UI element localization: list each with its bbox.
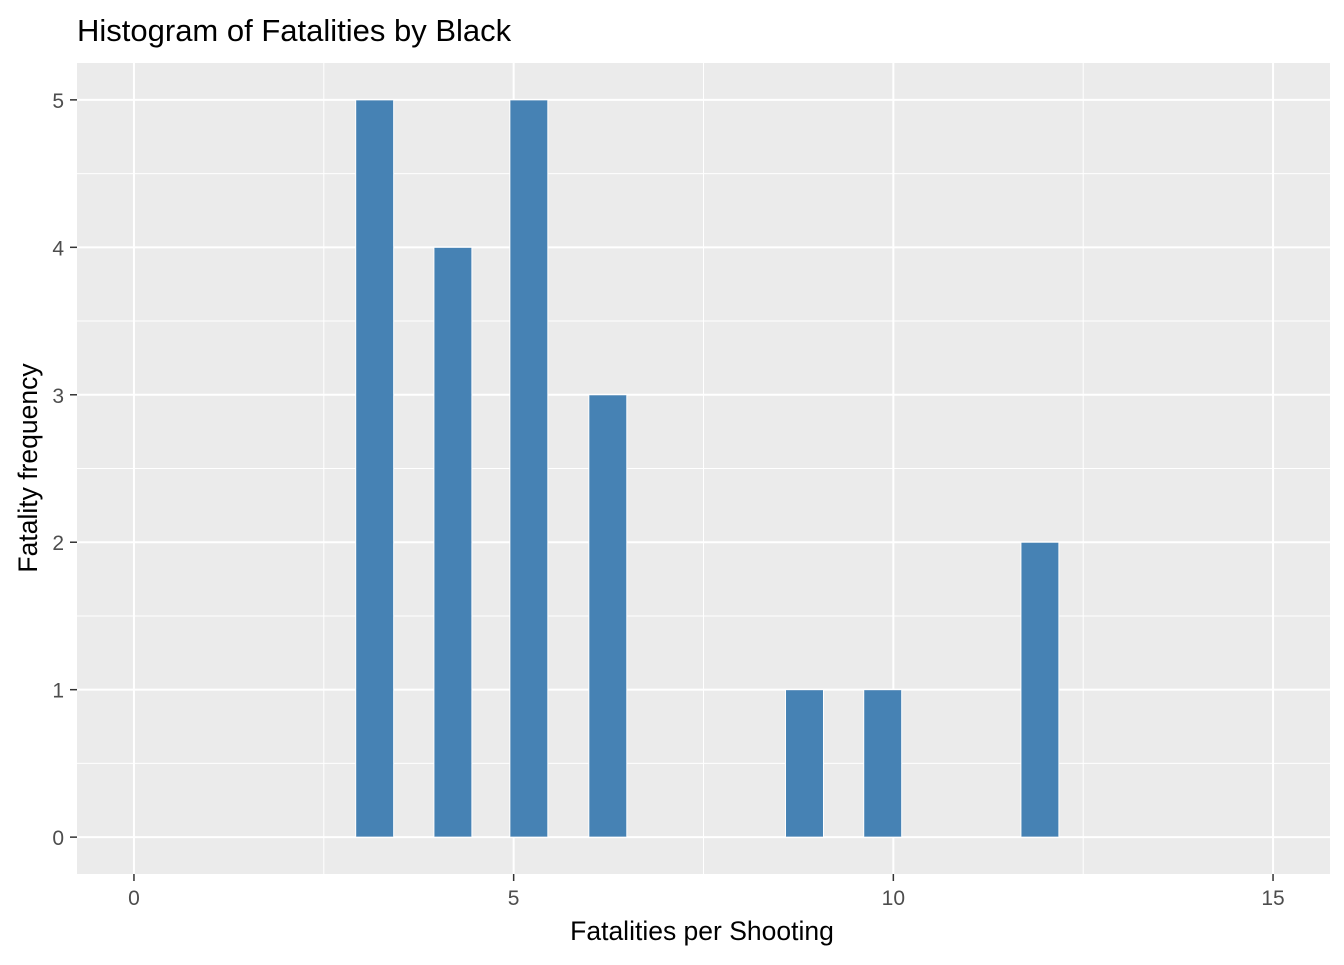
histogram-bar xyxy=(509,99,549,838)
histogram-bar xyxy=(433,246,473,838)
y-tick-label: 0 xyxy=(52,827,64,850)
x-tick-label: 5 xyxy=(508,887,520,910)
y-axis-label: Fatality frequency xyxy=(13,363,43,573)
y-tick-label: 5 xyxy=(52,90,64,113)
minor-gridlines xyxy=(77,63,1330,874)
chart-title: Histogram of Fatalities by Black xyxy=(77,13,512,48)
histogram-bars xyxy=(355,99,1060,838)
histogram-bar xyxy=(863,689,903,838)
y-tick-label: 2 xyxy=(52,532,64,555)
x-tick-label: 0 xyxy=(128,887,140,910)
y-tick-label: 4 xyxy=(52,237,64,260)
histogram-bar xyxy=(1020,541,1060,838)
histogram-bar xyxy=(785,689,824,838)
y-tick-label: 3 xyxy=(52,385,64,408)
x-axis-label: Fatalities per Shooting xyxy=(570,916,834,946)
y-axis-ticks: 0 1 2 3 4 5 xyxy=(52,90,77,850)
y-tick-label: 1 xyxy=(52,680,64,703)
x-axis-ticks: 0 5 10 15 xyxy=(128,874,1285,910)
histogram-bar xyxy=(588,394,628,838)
x-tick-label: 15 xyxy=(1261,887,1284,910)
x-tick-label: 10 xyxy=(882,887,905,910)
histogram-bar xyxy=(355,99,395,838)
